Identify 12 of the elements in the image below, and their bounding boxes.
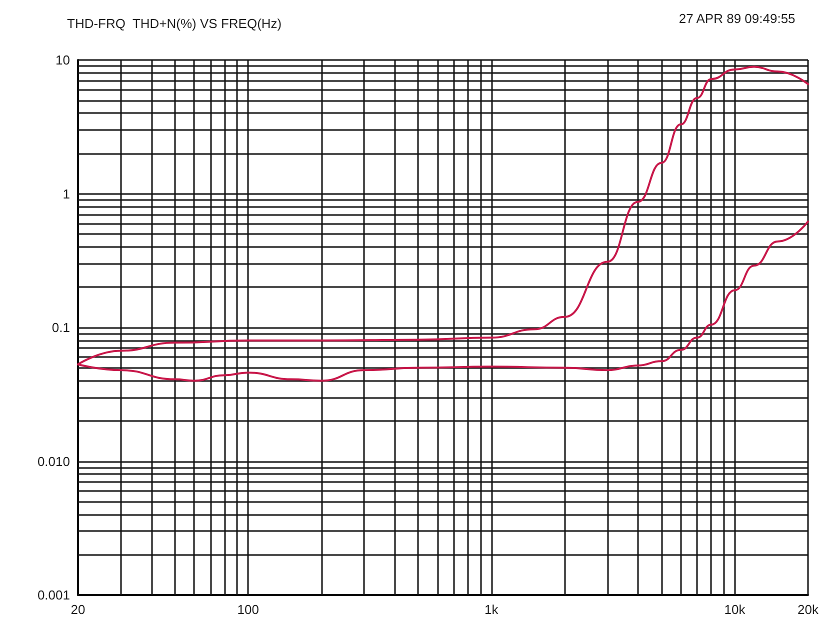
y-tick-label: 0.010: [37, 454, 70, 469]
x-tick-label: 1k: [484, 602, 499, 617]
text: 27 APR 89 09:49:55: [678, 11, 796, 26]
y-tick-label: 10: [56, 52, 70, 68]
y-tick-label: 0.1: [52, 320, 70, 335]
x-tick-label: 20k: [798, 602, 819, 617]
x-tick-label: 100: [237, 602, 259, 617]
y-tick-label: 0.001: [37, 588, 70, 602]
x-tick-label: 10k: [724, 602, 746, 617]
y-tick-label: 1: [62, 186, 70, 202]
x-tick-label: 20: [70, 602, 86, 617]
chart-title: THD-FRQ THD+N(%) VS FREQ(Hz): [67, 16, 282, 31]
